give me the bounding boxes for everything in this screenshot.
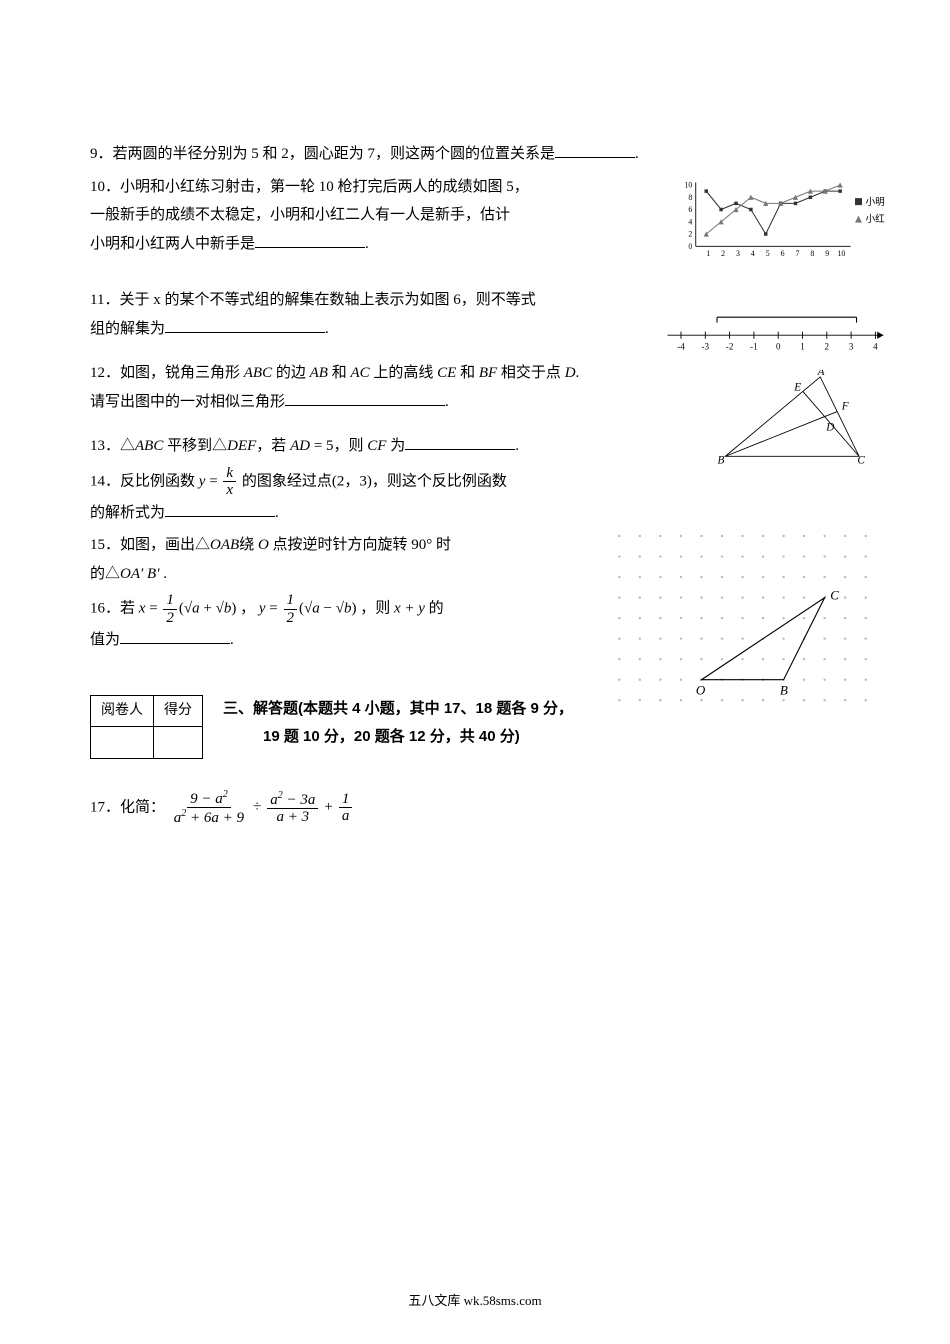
page-footer: 五八文库 wk.58sms.com xyxy=(0,1289,950,1314)
svg-text:0: 0 xyxy=(776,342,781,352)
svg-text:8: 8 xyxy=(810,249,814,258)
q10-line2: 一般新手的成绩不太稳定，小明和小红二人有一人是新手，估计 xyxy=(90,201,600,230)
q9-text: 9．若两圆的半径分别为 5 和 2，圆心距为 7，则这两个圆的位置关系是 xyxy=(90,146,555,162)
svg-text:4: 4 xyxy=(688,217,692,226)
svg-text:小红: 小红 xyxy=(866,213,886,225)
svg-text:3: 3 xyxy=(849,342,854,352)
svg-text:10: 10 xyxy=(838,249,846,258)
svg-text:F: F xyxy=(841,401,849,413)
question-17: 17．化简： 9 − a2 a2 + 6a + 9 ÷ a2 − 3a a + … xyxy=(90,789,860,827)
svg-text:6: 6 xyxy=(688,205,692,214)
svg-text:O: O xyxy=(696,683,706,698)
svg-text:B: B xyxy=(717,454,724,465)
figure-6-number-line: -4 -3 -2 -1 0 1 2 3 4 xyxy=(660,310,900,366)
svg-text:6: 6 xyxy=(781,249,785,258)
number-line-svg: -4 -3 -2 -1 0 1 2 3 4 xyxy=(660,310,900,355)
question-11: 11．关于 x 的某个不等式组的解集在数轴上表示为如图 6，则不等式 组的解集为… xyxy=(90,286,600,343)
q16-line2: 值为. xyxy=(90,626,600,655)
svg-text:5: 5 xyxy=(766,249,770,258)
q15-line2: 的△OA′ B′ . xyxy=(90,560,600,589)
blank xyxy=(285,391,445,406)
svg-text:9: 9 xyxy=(825,249,829,258)
question-12: 12．如图，锐角三角形 ABC 的边 AB 和 AC 上的高线 CE 和 BF … xyxy=(90,359,600,416)
svg-text:2: 2 xyxy=(721,249,725,258)
svg-text:3: 3 xyxy=(736,249,740,258)
blank xyxy=(120,629,230,644)
q10-line3: 小明和小红两人中新手是. xyxy=(90,230,600,259)
blank xyxy=(165,502,275,517)
svg-text:4: 4 xyxy=(751,249,755,258)
question-9: 9．若两圆的半径分别为 5 和 2，圆心距为 7，则这两个圆的位置关系是. xyxy=(90,140,860,169)
score-label: 得分 xyxy=(154,695,203,727)
svg-text:-3: -3 xyxy=(702,342,710,352)
svg-text:B: B xyxy=(780,683,788,698)
q11-line1: 11．关于 x 的某个不等式组的解集在数轴上表示为如图 6，则不等式 xyxy=(90,286,600,315)
svg-text:0: 0 xyxy=(688,242,692,251)
question-15: 15．如图，画出△OAB绕 O 点按逆时针方向旋转 90° 时 的△OA′ B′… xyxy=(90,531,600,588)
svg-text:8: 8 xyxy=(688,193,692,202)
q15-line1: 15．如图，画出△OAB绕 O 点按逆时针方向旋转 90° 时 xyxy=(90,531,600,560)
q12-line1: 12．如图，锐角三角形 ABC 的边 AB 和 AC 上的高线 CE 和 BF … xyxy=(90,359,600,388)
q12-line2: 请写出图中的一对相似三角形. xyxy=(90,388,600,417)
blank xyxy=(255,233,365,248)
svg-text:-4: -4 xyxy=(677,342,685,352)
svg-text:-1: -1 xyxy=(750,342,758,352)
svg-text:1: 1 xyxy=(706,249,710,258)
blank xyxy=(405,435,515,450)
svg-text:小明: 小明 xyxy=(866,197,885,208)
q10-line1: 10．小明和小红练习射击，第一轮 10 枪打完后两人的成绩如图 5， xyxy=(90,173,600,202)
svg-text:4: 4 xyxy=(873,342,878,352)
figure-grid-rotation: O B C xyxy=(610,520,890,731)
svg-text:7: 7 xyxy=(796,249,800,258)
svg-text:C: C xyxy=(857,454,865,465)
grader-label: 阅卷人 xyxy=(91,695,154,727)
section-title-1: 三、解答题(本题共 4 小题，其中 17、18 题各 9 分， xyxy=(223,695,573,724)
question-14: 14．反比例函数 y = kx 的图象经过点(2，3)，则这个反比例函数 的解析… xyxy=(90,465,600,528)
svg-text:D: D xyxy=(825,421,834,433)
section-title-2: 19 题 10 分，20 题各 12 分，共 40 分) xyxy=(223,723,573,752)
question-16: 16．若 x = 12(√a + √b) ， y = 12(√a − √b) ，… xyxy=(90,592,600,655)
svg-text:C: C xyxy=(830,587,839,602)
q14-line2: 的解析式为. xyxy=(90,499,600,528)
q11-line2: 组的解集为. xyxy=(90,315,600,344)
q16-line1: 16．若 x = 12(√a + √b) ， y = 12(√a − √b) ，… xyxy=(90,592,600,626)
svg-text:1: 1 xyxy=(800,342,805,352)
score-chart-svg: 10 8 6 4 2 0 1 2 3 4 5 6 7 8 9 10 xyxy=(680,170,890,270)
triangle-svg: A B C D E F xyxy=(710,370,870,465)
question-10: 10．小明和小红练习射击，第一轮 10 枪打完后两人的成绩如图 5， 一般新手的… xyxy=(90,173,600,259)
figure-triangle-abc: A B C D E F xyxy=(710,370,870,476)
svg-text:2: 2 xyxy=(825,342,830,352)
svg-text:E: E xyxy=(793,382,801,394)
score-table: 阅卷人得分 xyxy=(90,695,203,759)
blank xyxy=(165,318,325,333)
blank xyxy=(555,143,635,158)
svg-text:2: 2 xyxy=(688,230,692,239)
svg-text:-2: -2 xyxy=(726,342,734,352)
grid-svg: O B C xyxy=(610,520,890,720)
q14-line1: 14．反比例函数 y = kx 的图象经过点(2，3)，则这个反比例函数 xyxy=(90,465,600,499)
figure-5-score-chart: 10 8 6 4 2 0 1 2 3 4 5 6 7 8 9 10 xyxy=(680,170,890,281)
svg-text:A: A xyxy=(817,370,825,378)
svg-text:10: 10 xyxy=(684,181,692,190)
